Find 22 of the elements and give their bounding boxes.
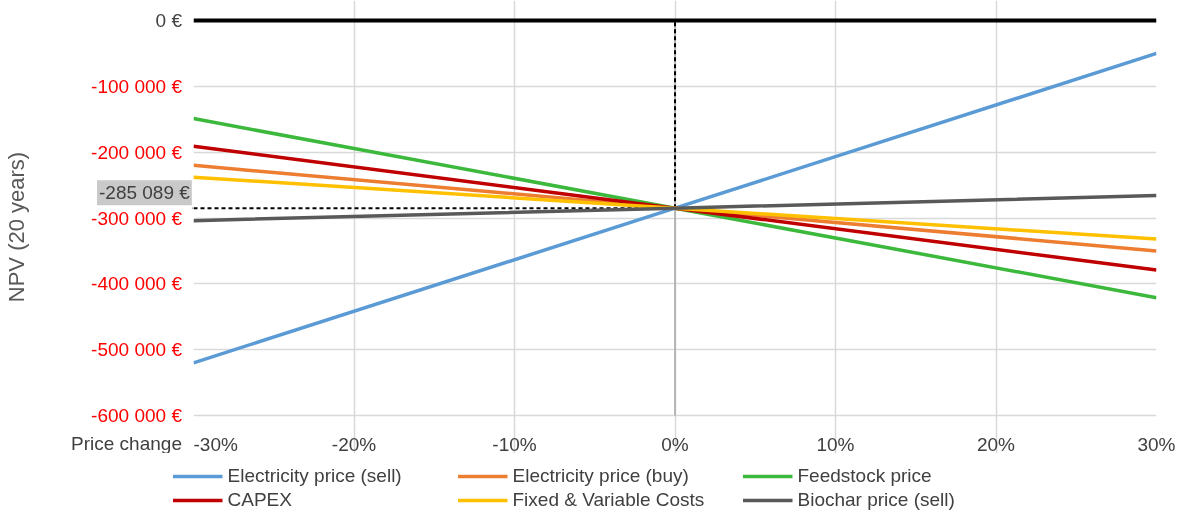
legend-label: Fixed & Variable Costs (512, 488, 706, 512)
x-tick-label: -30% (193, 433, 238, 455)
x-tick-label: 20% (976, 433, 1016, 455)
y-tick-label: -400 000 € (91, 273, 183, 295)
x-tick-label: 30% (1137, 433, 1176, 455)
y-tick-label: -600 000 € (91, 405, 183, 426)
y-tick-label: -200 000 € (91, 141, 183, 163)
y-tick-label: 0 € (155, 10, 183, 31)
y-axis-title: NPV (20 years) (3, 151, 29, 303)
legend-label: Electricity price (sell) (227, 464, 403, 488)
y-tick-label: -300 000 € (91, 207, 183, 229)
y-tick-label: -500 000 € (91, 339, 183, 361)
legend-label: Feedstock price (797, 464, 933, 488)
x-tick-label: -10% (492, 433, 537, 455)
x-tick-label: 10% (816, 433, 855, 455)
y-tick-label: -100 000 € (91, 75, 183, 97)
ref-line-label: -285 089 € (99, 182, 191, 204)
legend-label: Electricity price (buy) (512, 464, 690, 488)
legend-label: Biochar price (sell) (797, 488, 956, 512)
x-tick-label: 0% (661, 433, 689, 455)
x-tick-label: -20% (331, 433, 377, 455)
legend-label: CAPEX (227, 488, 293, 512)
